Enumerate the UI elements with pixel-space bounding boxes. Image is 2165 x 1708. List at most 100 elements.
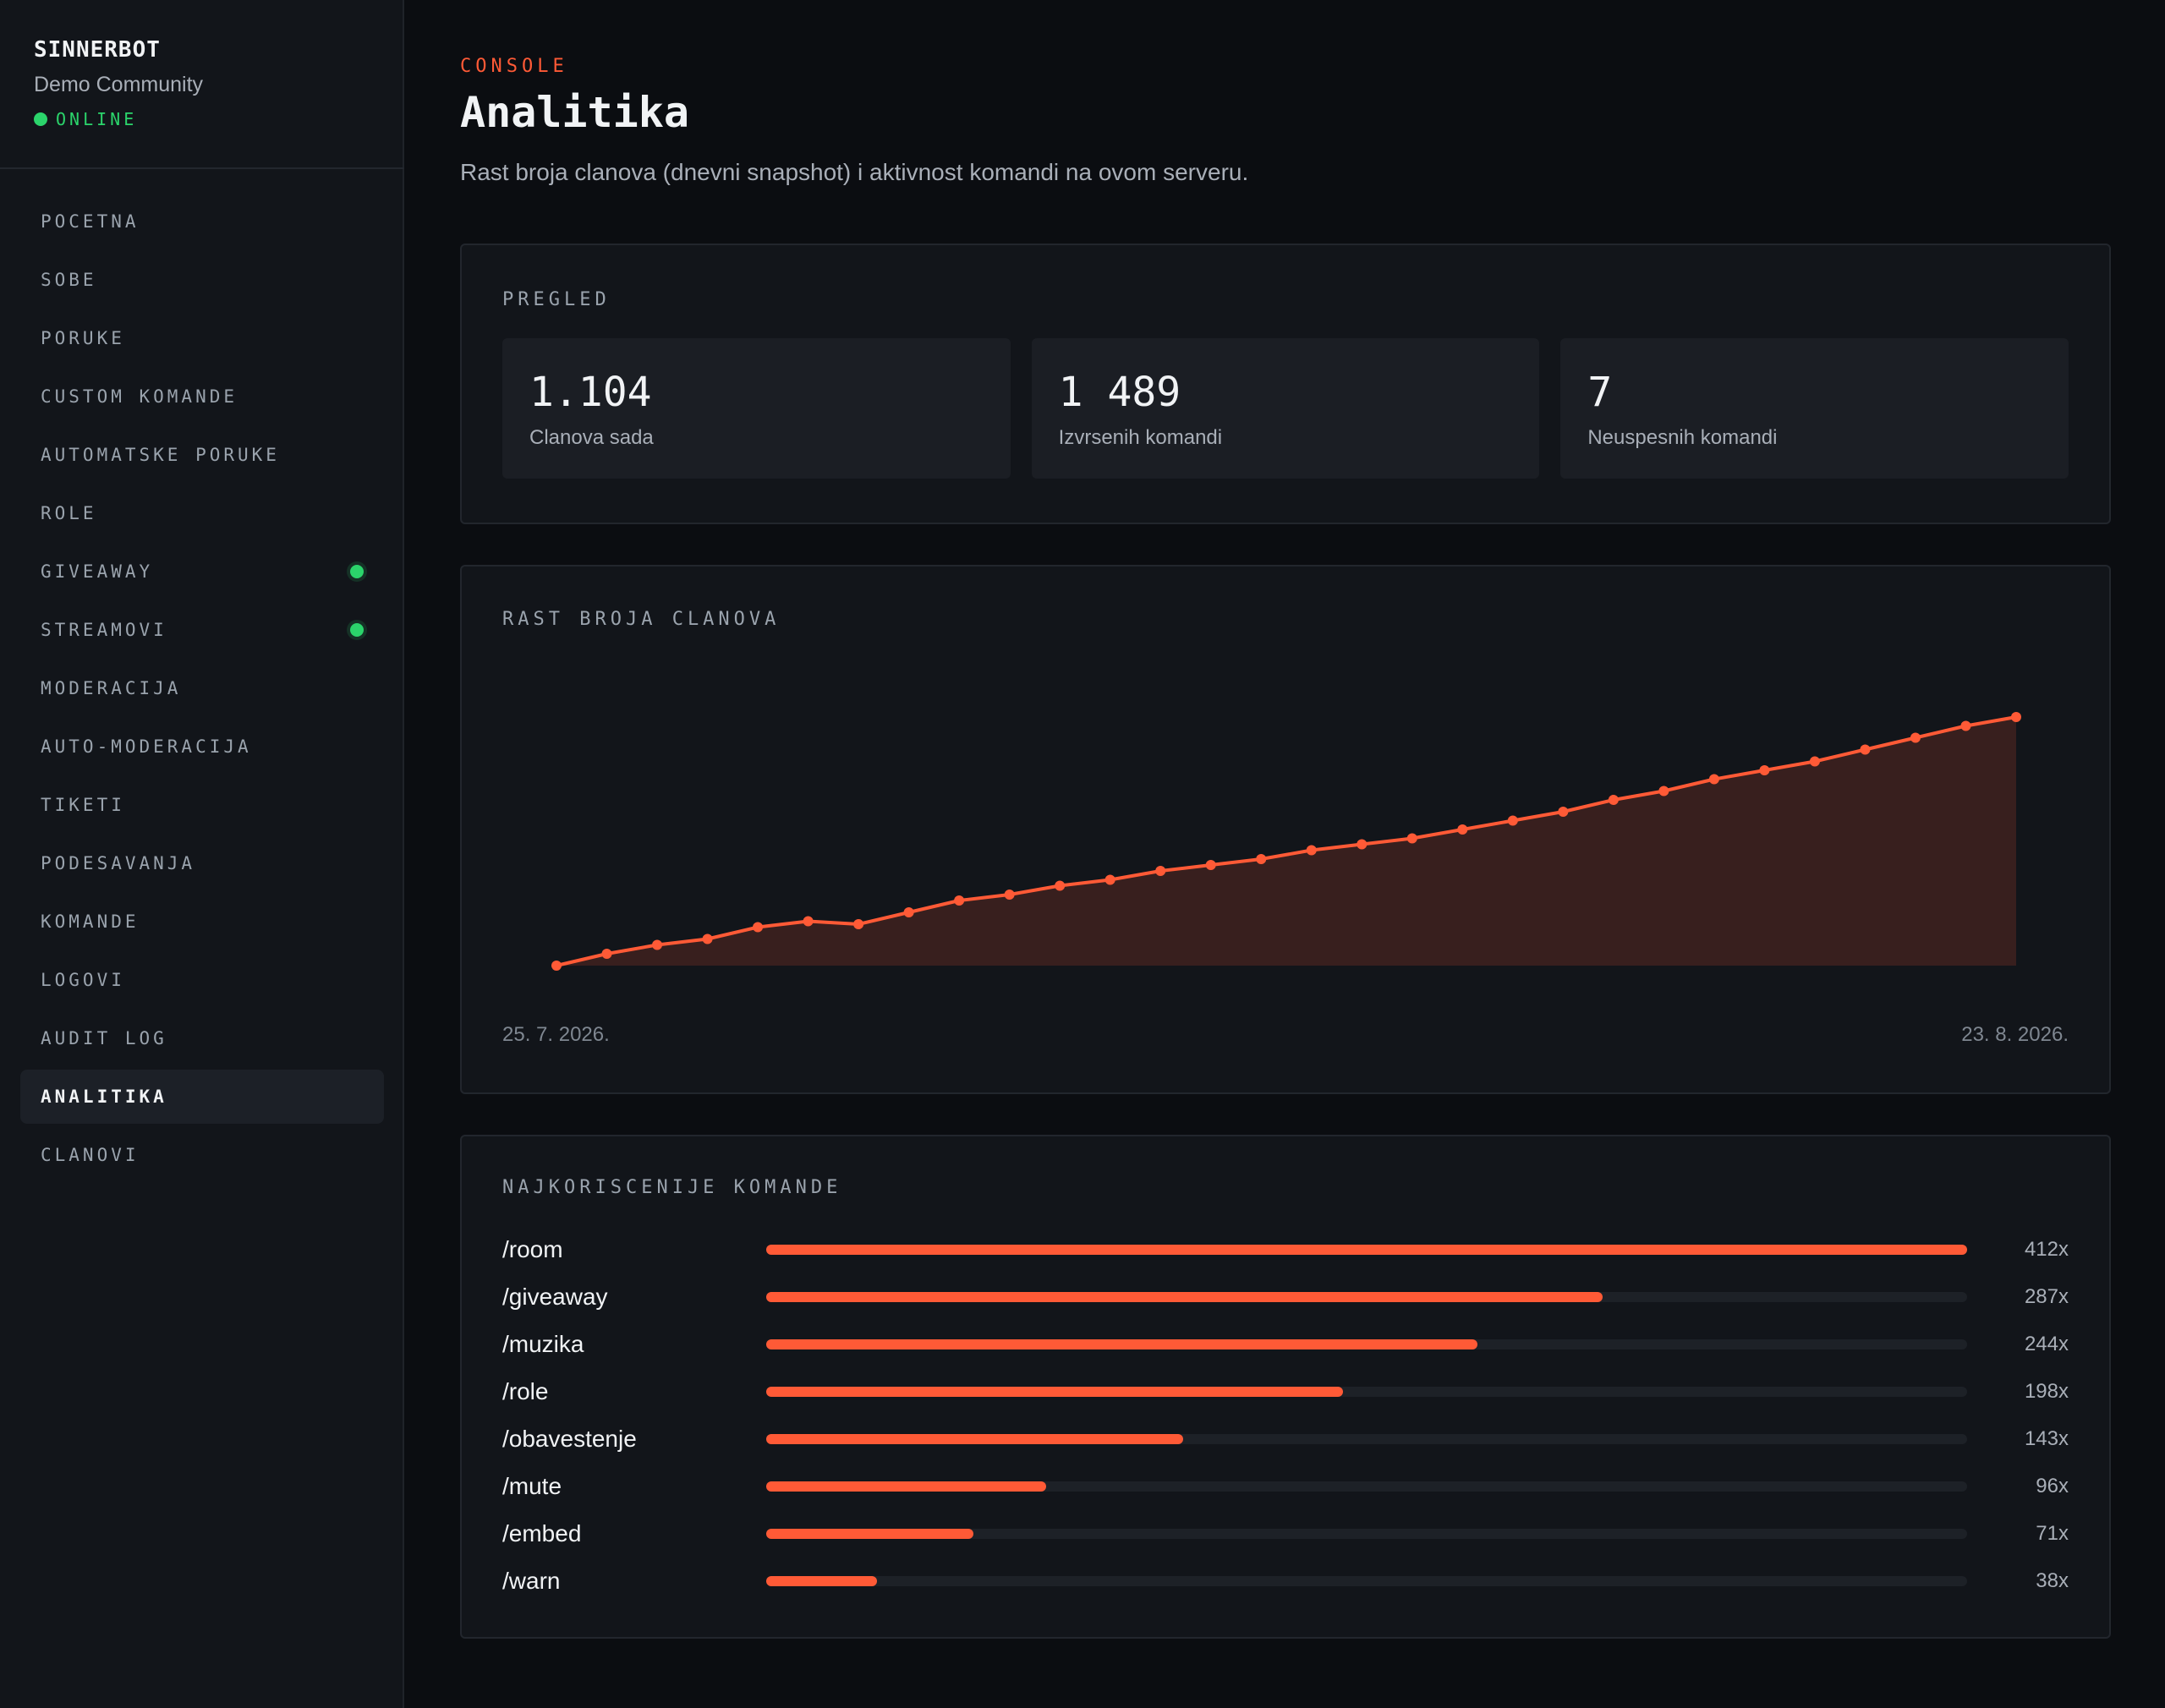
sidebar-item-label: CLANOVI bbox=[41, 1145, 140, 1165]
usage-bar-track bbox=[766, 1387, 1967, 1397]
sidebar-item-label: PODESAVANJA bbox=[41, 853, 196, 873]
stats-row: 1.104 Clanova sada 1 489 Izvrsenih koman… bbox=[502, 338, 2069, 479]
brand-name: SINNERBOT bbox=[34, 37, 161, 63]
data-point bbox=[1910, 732, 1921, 743]
command-row: /role 198x bbox=[502, 1375, 2069, 1409]
growth-area bbox=[556, 717, 2016, 966]
data-point bbox=[601, 949, 612, 959]
data-point bbox=[1960, 720, 1971, 731]
sidebar-item-podesavanja[interactable]: PODESAVANJA bbox=[20, 836, 384, 890]
stat-label: Neuspesnih komandi bbox=[1587, 426, 1778, 449]
sidebar-item-tiketi[interactable]: TIKETI bbox=[20, 778, 384, 832]
data-point bbox=[1708, 774, 1719, 785]
command-row: /room 412x bbox=[502, 1233, 2069, 1267]
top-commands-card: NAJKORISCENIJE KOMANDE /room 412x/giveawa… bbox=[460, 1135, 2111, 1639]
stat-label: Clanova sada bbox=[529, 426, 654, 449]
command-count: 412x bbox=[2024, 1238, 2069, 1261]
usage-bar-track bbox=[766, 1576, 1967, 1586]
command-name: /embed bbox=[502, 1520, 582, 1547]
stat-value: 1.104 bbox=[529, 369, 652, 416]
sidebar-item-role[interactable]: ROLE bbox=[20, 486, 384, 540]
data-point bbox=[1256, 854, 1267, 864]
data-point bbox=[702, 933, 713, 944]
data-point bbox=[1457, 824, 1468, 835]
data-point bbox=[1507, 815, 1518, 826]
data-point bbox=[1306, 845, 1317, 856]
data-point bbox=[1155, 866, 1166, 876]
usage-bar-fill bbox=[766, 1529, 973, 1539]
command-count: 198x bbox=[2024, 1380, 2069, 1403]
sidebar-item-label: AUDIT LOG bbox=[41, 1028, 167, 1048]
data-point bbox=[1406, 833, 1417, 844]
stat-members: 1.104 Clanova sada bbox=[502, 338, 1011, 479]
command-row: /mute 96x bbox=[502, 1470, 2069, 1503]
chart-end-date: 23. 8. 2026. bbox=[1961, 1023, 2069, 1046]
sidebar-item-komande[interactable]: KOMANDE bbox=[20, 895, 384, 949]
data-point bbox=[652, 939, 663, 950]
data-point bbox=[753, 922, 764, 933]
sidebar-divider bbox=[0, 167, 404, 169]
sidebar-item-logovi[interactable]: LOGOVI bbox=[20, 953, 384, 1007]
command-count: 71x bbox=[2036, 1522, 2069, 1545]
usage-bar-track bbox=[766, 1339, 1967, 1349]
growth-line bbox=[556, 715, 2017, 967]
sidebar-item-poruke[interactable]: PORUKE bbox=[20, 311, 384, 365]
sidebar-item-label: KOMANDE bbox=[41, 911, 140, 932]
sidebar-item-label: POCETNA bbox=[41, 211, 140, 232]
data-point bbox=[903, 907, 914, 917]
command-name: /mute bbox=[502, 1473, 562, 1499]
stat-label: Izvrsenih komandi bbox=[1058, 426, 1223, 449]
usage-bar-fill bbox=[766, 1481, 1046, 1492]
active-indicator-icon bbox=[350, 565, 364, 578]
sidebar-item-label: LOGOVI bbox=[41, 970, 125, 990]
data-point bbox=[2011, 712, 2021, 722]
sidebar: SINNERBOT Demo Community ONLINE POCETNA S… bbox=[0, 0, 404, 1708]
usage-bar-track bbox=[766, 1292, 1967, 1302]
data-point bbox=[803, 916, 814, 927]
stat-value: 1 489 bbox=[1058, 369, 1181, 416]
sidebar-item-custom-komande[interactable]: CUSTOM KOMANDE bbox=[20, 370, 384, 424]
data-point bbox=[1558, 807, 1569, 817]
sidebar-item-streamovi[interactable]: STREAMOVI bbox=[20, 603, 384, 657]
command-name: /muzika bbox=[502, 1331, 584, 1357]
data-point bbox=[1608, 795, 1619, 805]
stat-value: 7 bbox=[1587, 369, 1613, 416]
sidebar-item-label: STREAMOVI bbox=[41, 620, 167, 640]
command-count: 287x bbox=[2024, 1285, 2069, 1308]
growth-chart bbox=[551, 712, 2021, 971]
community-name: Demo Community bbox=[34, 73, 204, 96]
command-name: /warn bbox=[502, 1568, 561, 1594]
sidebar-item-auto-moderacija[interactable]: AUTO-MODERACIJA bbox=[20, 720, 384, 774]
data-point bbox=[1357, 839, 1368, 850]
command-row: /obavestenje 143x bbox=[502, 1422, 2069, 1456]
sidebar-item-analitika[interactable]: ANALITIKA bbox=[20, 1070, 384, 1124]
data-point bbox=[1055, 880, 1066, 891]
overview-title: PREGLED bbox=[502, 289, 611, 310]
sidebar-item-label: AUTOMATSKE PORUKE bbox=[41, 445, 280, 465]
sidebar-item-label: PORUKE bbox=[41, 328, 125, 348]
page-description: Rast broja clanova (dnevni snapshot) i a… bbox=[460, 159, 1249, 185]
chart-start-date: 25. 7. 2026. bbox=[502, 1023, 610, 1046]
growth-chart-card: RAST BROJA CLANOVA 25. 7. 2026. 23. 8. 2… bbox=[460, 565, 2111, 1094]
sidebar-item-sobe[interactable]: SOBE bbox=[20, 253, 384, 307]
sidebar-item-audit-log[interactable]: AUDIT LOG bbox=[20, 1011, 384, 1065]
commands-title: NAJKORISCENIJE KOMANDE bbox=[502, 1177, 842, 1198]
overview-card: PREGLED 1.104 Clanova sada 1 489 Izvrsen… bbox=[460, 244, 2111, 524]
command-count: 244x bbox=[2024, 1333, 2069, 1355]
sidebar-item-automatske-poruke[interactable]: AUTOMATSKE PORUKE bbox=[20, 428, 384, 482]
sidebar-item-pocetna[interactable]: POCETNA bbox=[20, 194, 384, 249]
command-row: /giveaway 287x bbox=[502, 1280, 2069, 1314]
sidebar-item-label: SOBE bbox=[41, 270, 97, 290]
command-name: /role bbox=[502, 1378, 549, 1404]
stat-executed-commands: 1 489 Izvrsenih komandi bbox=[1031, 338, 1540, 479]
sidebar-item-giveaway[interactable]: GIVEAWAY bbox=[20, 545, 384, 599]
bot-status: ONLINE bbox=[34, 109, 203, 129]
command-name: /room bbox=[502, 1236, 563, 1262]
data-point bbox=[853, 919, 864, 929]
sidebar-item-clanovi[interactable]: CLANOVI bbox=[20, 1128, 384, 1182]
sidebar-item-moderacija[interactable]: MODERACIJA bbox=[20, 661, 384, 715]
command-row: /warn 38x bbox=[502, 1564, 2069, 1598]
usage-bar-track bbox=[766, 1434, 1967, 1444]
usage-bar-fill bbox=[766, 1387, 1344, 1397]
command-row: /embed 71x bbox=[502, 1517, 2069, 1551]
